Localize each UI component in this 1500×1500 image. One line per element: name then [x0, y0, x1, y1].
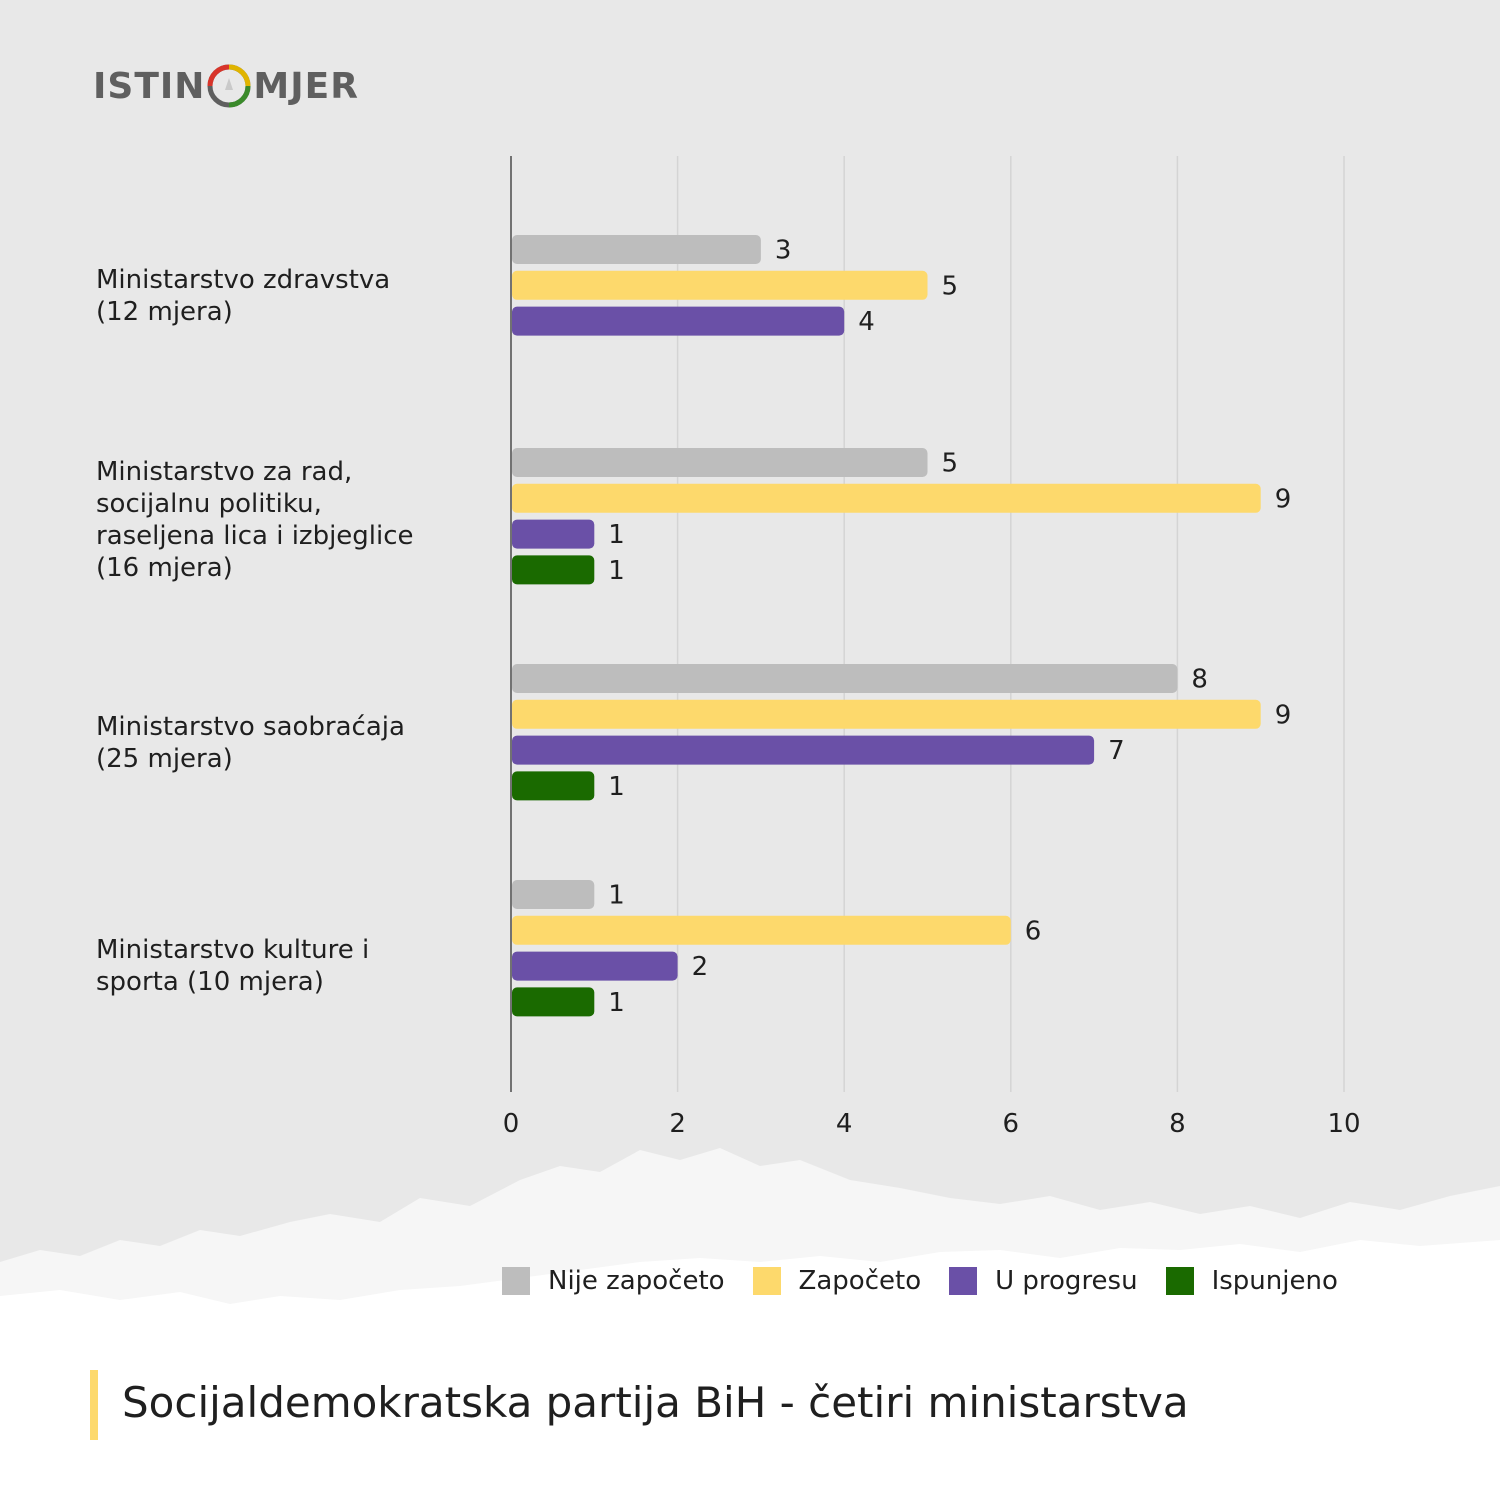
- bar: [512, 448, 928, 477]
- x-tick-label: 0: [503, 1109, 520, 1139]
- bar-value-label: 9: [1275, 484, 1292, 514]
- bar: [512, 915, 1011, 945]
- bar: [512, 987, 595, 1017]
- x-tick-label: 4: [836, 1109, 853, 1139]
- x-axis-ticks: 0 2 4 6 8 10: [503, 1109, 1361, 1139]
- istinomjer-logo: ISTIN MJER: [93, 62, 359, 110]
- legend-swatch: [1165, 1267, 1194, 1295]
- bar: [512, 699, 1261, 729]
- bar-value-label: 1: [608, 520, 625, 550]
- legend-label: Započeto: [798, 1266, 922, 1296]
- bar: [512, 664, 1178, 693]
- bar: [512, 519, 595, 549]
- legend-item-not-started: Nije započeto: [502, 1266, 725, 1296]
- chart-title: Socijaldemokratska partija BiH - četiri …: [122, 1378, 1189, 1427]
- legend-label: Nije započeto: [548, 1266, 725, 1296]
- bar: [512, 235, 761, 264]
- bar-value-label: 8: [1191, 665, 1208, 695]
- x-tick-label: 6: [1003, 1109, 1020, 1139]
- legend-swatch: [949, 1267, 978, 1295]
- legend-label: U progresu: [995, 1266, 1138, 1296]
- bar-value-label: 3: [775, 236, 792, 266]
- logo-text-left: ISTIN: [93, 65, 206, 107]
- bar: [512, 771, 595, 801]
- bar-value-label: 4: [858, 307, 875, 337]
- bar: [512, 483, 1261, 513]
- legend-item-fulfilled: Ispunjeno: [1165, 1266, 1338, 1296]
- title-accent-bar: [90, 1370, 98, 1440]
- legend: Nije započeto Započeto U progresu Ispunj…: [502, 1266, 1366, 1296]
- legend-label: Ispunjeno: [1211, 1266, 1338, 1296]
- bar: [512, 880, 595, 909]
- legend-swatch: [502, 1267, 530, 1295]
- bar-value-labels: 3 5 4 5 9 1 1 8 9 7 1 1 6 2 1: [608, 236, 1291, 1018]
- bar-value-label: 1: [608, 988, 625, 1018]
- bar-value-label: 7: [1108, 736, 1125, 766]
- bars: [512, 235, 1261, 1017]
- x-tick-label: 2: [669, 1109, 686, 1139]
- bar-value-label: 1: [608, 881, 625, 911]
- bar-value-label: 5: [942, 271, 959, 301]
- bar: [512, 951, 678, 981]
- bar: [512, 306, 845, 336]
- bar-value-label: 1: [608, 556, 625, 586]
- logo-text-right: MJER: [253, 65, 359, 107]
- bar-value-label: 5: [942, 449, 959, 479]
- category-label-culture: Ministarstvo kulture i sporta (10 mjera): [96, 935, 370, 997]
- bar-value-label: 2: [692, 952, 709, 982]
- bar: [512, 270, 928, 300]
- gauge-logo-icon: [207, 64, 251, 108]
- legend-item-in-progress: U progresu: [949, 1266, 1138, 1296]
- bar: [512, 555, 595, 585]
- bar-value-label: 9: [1275, 700, 1292, 730]
- category-label-transport: Ministarstvo saobraćaja (25 mjera): [96, 712, 405, 774]
- bar-value-label: 1: [608, 772, 625, 802]
- bar-value-label: 6: [1025, 916, 1042, 946]
- x-tick-label: 8: [1169, 1109, 1186, 1139]
- legend-swatch: [752, 1267, 781, 1295]
- category-label-health: Ministarstvo zdravstva (12 mjera): [96, 265, 391, 327]
- x-tick-label: 10: [1327, 1109, 1360, 1139]
- bar: [512, 735, 1095, 765]
- legend-item-started: Započeto: [752, 1266, 922, 1296]
- category-label-labour: Ministarstvo za rad, socijalnu politiku,…: [96, 457, 414, 583]
